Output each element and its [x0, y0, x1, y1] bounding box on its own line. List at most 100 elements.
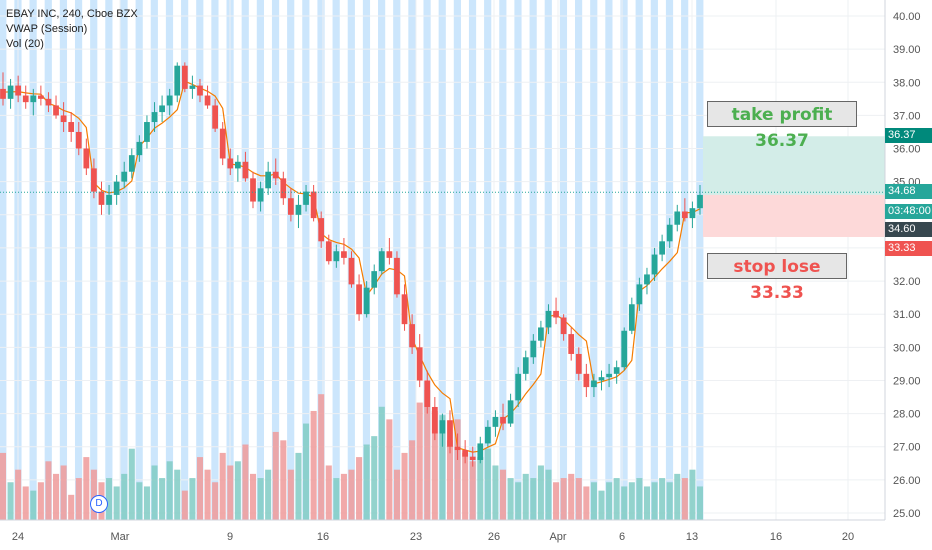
volume-bar	[212, 482, 219, 520]
volume-bar	[128, 448, 135, 520]
candle-body	[325, 241, 332, 262]
legend-symbol[interactable]: EBAY INC, 240, Cboe BZX	[6, 8, 138, 20]
stop-loss-label[interactable]: stop lose 33.33	[707, 253, 847, 303]
candle-body	[7, 85, 14, 99]
session-band	[287, 0, 295, 520]
y-tick-label: 40.00	[893, 11, 921, 23]
x-tick-label: 16	[317, 531, 329, 543]
session-band	[211, 0, 219, 520]
volume-bar	[363, 444, 370, 520]
volume-bar	[462, 452, 469, 520]
candle-body	[250, 178, 256, 202]
legend-vwap[interactable]: VWAP (Session)	[6, 23, 88, 35]
volume-bar	[68, 494, 75, 520]
candle-body	[447, 420, 453, 447]
candle-body	[0, 88, 6, 99]
volume-bar	[227, 465, 234, 520]
candle-body	[75, 131, 82, 149]
candle-body	[265, 171, 272, 189]
session-band	[484, 0, 492, 520]
volume-bar	[340, 473, 347, 520]
session-band	[150, 0, 158, 520]
volume-bar	[15, 469, 22, 520]
y-tick-label: 36.00	[893, 144, 921, 156]
dividend-marker[interactable]: D	[90, 495, 108, 513]
volume-bar	[83, 457, 90, 520]
session-band	[90, 0, 98, 520]
session-band	[605, 0, 613, 520]
take-profit-zone	[703, 136, 885, 195]
x-tick-label: 13	[686, 531, 698, 543]
stop-loss-price-tag: 33.33	[885, 241, 932, 256]
volume-bar	[446, 440, 454, 520]
session-band	[590, 0, 598, 520]
candle-body	[553, 310, 559, 318]
candle-body	[575, 353, 582, 374]
candle-body	[219, 128, 226, 159]
legend-volume[interactable]: Vol (20)	[6, 38, 44, 50]
y-tick-label: 27.00	[893, 442, 921, 454]
candle-body	[378, 251, 385, 272]
candle-body	[234, 161, 241, 169]
volume-bar	[189, 478, 196, 520]
volume-bar	[136, 482, 143, 520]
volume-bar	[348, 469, 355, 520]
volume-bar	[60, 465, 67, 520]
volume-bar	[613, 478, 620, 520]
candle-body	[598, 377, 605, 381]
candle-body	[545, 310, 552, 328]
candle-body	[568, 334, 575, 354]
x-tick-label: 16	[770, 531, 782, 543]
take-profit-price-tag: 36.37	[885, 128, 932, 143]
volume-bar	[530, 478, 537, 520]
session-band	[696, 0, 704, 520]
volume-bar	[0, 452, 7, 520]
volume-bar	[159, 478, 166, 520]
session-band	[29, 0, 37, 520]
volume-bar	[196, 457, 204, 520]
volume-bar	[560, 478, 567, 520]
session-band	[271, 0, 280, 520]
countdown-tag: 03:48:00	[885, 204, 932, 219]
volume-bar	[386, 419, 393, 520]
volume-bar	[477, 457, 484, 520]
y-tick-label: 29.00	[893, 375, 921, 387]
candle-body	[159, 105, 165, 113]
candle-body	[348, 257, 355, 285]
volume-bar	[143, 486, 150, 520]
candle-body	[91, 168, 97, 192]
candle-body	[22, 95, 29, 103]
volume-bar	[90, 469, 97, 520]
volume-bar	[522, 473, 529, 520]
candle-body	[469, 456, 476, 460]
candle-body	[189, 85, 196, 89]
chart-legend: EBAY INC, 240, Cboe BZX VWAP (Session) V…	[6, 7, 138, 52]
x-tick-label: 26	[488, 531, 500, 543]
session-band	[574, 0, 583, 520]
session-band	[44, 0, 52, 520]
candle-body	[666, 224, 673, 242]
volume-bar	[356, 457, 363, 520]
stop-loss-zone	[703, 194, 885, 237]
candle-body	[144, 122, 150, 142]
x-tick-label: 23	[410, 531, 422, 543]
session-band	[559, 0, 568, 520]
session-band	[453, 0, 461, 520]
candle-body	[257, 188, 264, 202]
take-profit-label[interactable]: take profit 36.37	[707, 101, 857, 151]
session-band	[544, 0, 552, 520]
candle-body	[174, 65, 181, 96]
candle-body	[606, 373, 612, 378]
volume-bar	[257, 478, 264, 520]
session-band	[120, 0, 128, 520]
volume-bar	[272, 431, 279, 520]
volume-bar	[681, 478, 688, 520]
volume-bar	[659, 478, 666, 520]
candle-body	[538, 327, 544, 341]
candle-body	[613, 367, 620, 374]
volume-bar	[7, 482, 14, 520]
volume-bar	[401, 452, 408, 520]
candle-body	[212, 105, 219, 129]
